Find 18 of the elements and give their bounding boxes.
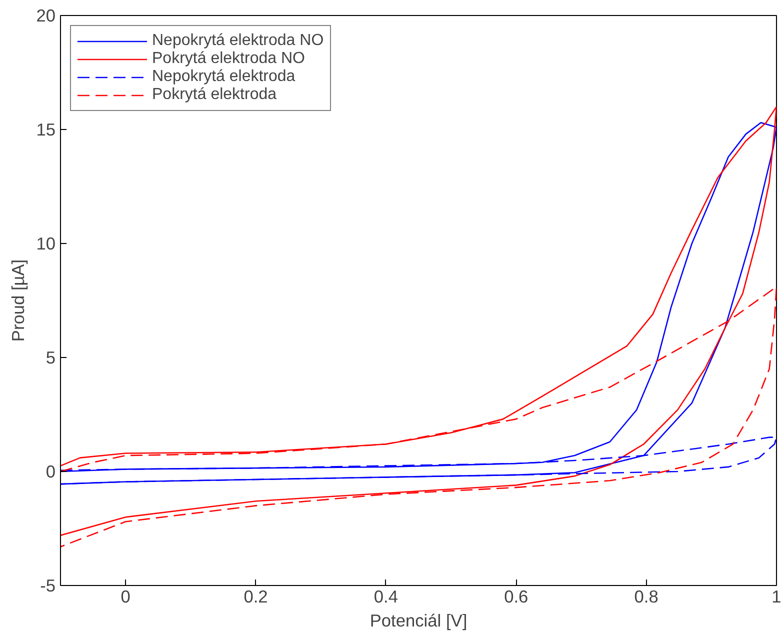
- y-tick-label: 15: [36, 120, 56, 140]
- y-tick-label: 0: [46, 462, 56, 482]
- x-axis-title: Potenciál [V]: [370, 610, 468, 630]
- legend-label: Pokrytá elektroda NO: [152, 50, 305, 68]
- x-tick-label: 0.4: [374, 586, 398, 606]
- y-tick-label: 5: [46, 348, 56, 368]
- x-tick-label: 0.8: [634, 586, 658, 606]
- y-tick-label: -5: [40, 576, 56, 596]
- y-tick-label: 20: [36, 6, 56, 26]
- x-tick-label: 0.6: [504, 586, 528, 606]
- legend-label: Pokrytá elektroda: [152, 86, 277, 104]
- legend-label: Nepokrytá elektroda NO: [152, 32, 324, 50]
- x-tick-label: 0.2: [244, 586, 268, 606]
- y-tick-label: 10: [36, 234, 56, 254]
- y-axis-title: Proud [µA]: [8, 259, 28, 342]
- x-tick-label: 1: [772, 586, 782, 606]
- x-tick-label: 0: [120, 586, 130, 606]
- legend-label: Nepokrytá elektroda: [152, 68, 296, 86]
